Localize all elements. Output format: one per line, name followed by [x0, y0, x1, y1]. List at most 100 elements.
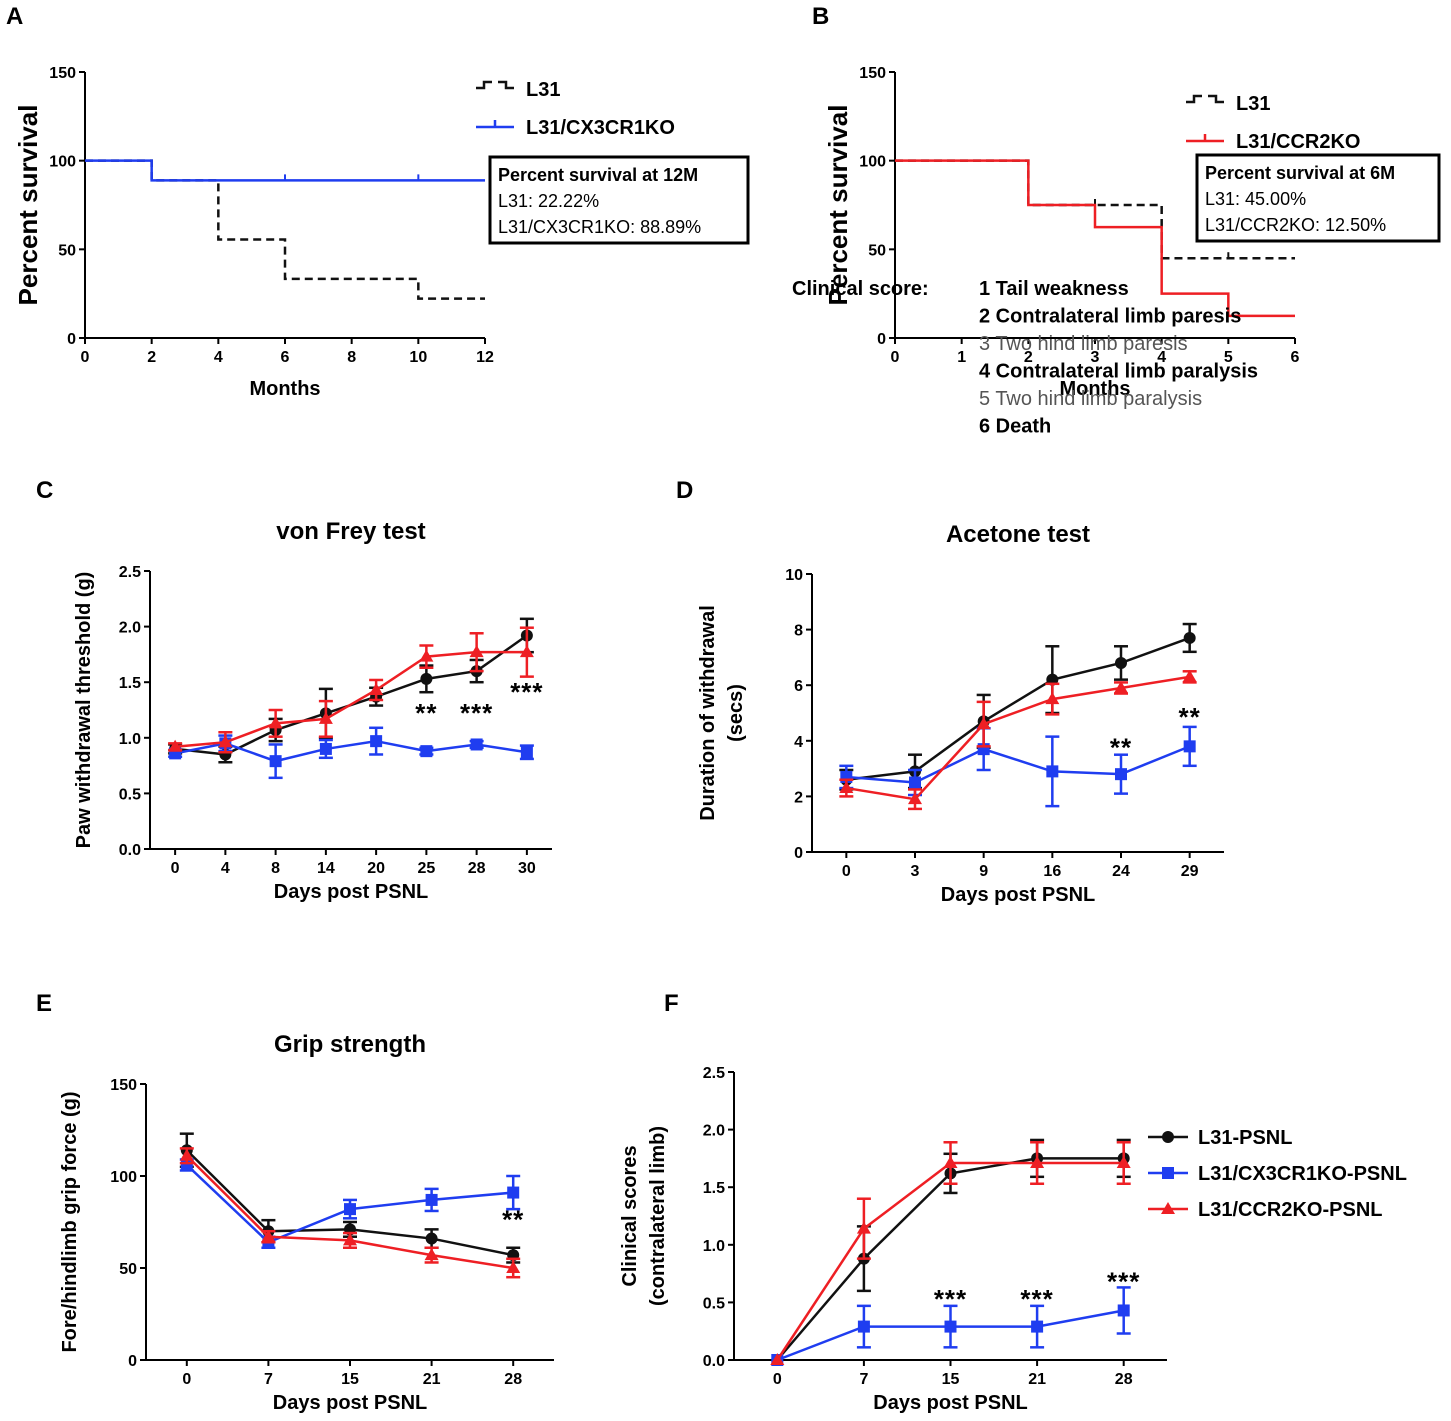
d-series-1-point [1046, 765, 1059, 778]
e-series-2-point [424, 1248, 439, 1261]
e-title: Grip strength [274, 1031, 426, 1058]
d-series-1-point [1183, 740, 1196, 753]
b-y-label: Percent survival [823, 105, 853, 306]
e-series-2-point [261, 1229, 276, 1242]
a-y-tick-label: 50 [58, 242, 76, 259]
c-series-2-line [175, 650, 527, 748]
e-series-1-point [425, 1193, 438, 1206]
f-y-tick-label: 1.0 [703, 1238, 725, 1255]
f-legend-point [1161, 1202, 1175, 1214]
c-x-tick-label: 4 [221, 860, 230, 877]
f-y-tick-label: 2.0 [703, 1123, 725, 1140]
c-series-1-point [520, 746, 533, 759]
e-y-tick-label: 100 [110, 1169, 137, 1186]
d-series-2-point [908, 792, 922, 805]
f-series-2-point [943, 1156, 958, 1169]
d-x-tick-label: 16 [1043, 863, 1061, 880]
clinical-score-item: 4 Contralateral limb paralysis [979, 361, 1258, 383]
panel-label-d: D [676, 477, 693, 504]
e-x-label: Days post PSNL [273, 1392, 427, 1414]
panel-label-f: F [664, 990, 679, 1017]
f-series-1-point [857, 1320, 870, 1333]
c-significance: ** [415, 698, 437, 728]
a-x-tick-label: 0 [81, 349, 90, 366]
f-significance: *** [934, 1284, 967, 1314]
e-x-tick-label: 15 [341, 1371, 359, 1388]
f-legend-label: L31/CX3CR1KO-PSNL [1198, 1163, 1407, 1185]
c-series-1-point [470, 738, 483, 751]
d-y-tick-label: 8 [794, 623, 803, 640]
c-series-2-point [469, 645, 484, 658]
c-significance: *** [510, 677, 543, 707]
f-x-tick-label: 7 [859, 1371, 868, 1388]
panel-label-e: E [36, 990, 52, 1017]
e-series-1-point [344, 1203, 356, 1216]
b-y-tick-label: 150 [859, 65, 886, 82]
e-series-0-point [425, 1232, 438, 1245]
clinical-score-item: 6 Death [979, 416, 1051, 438]
panel-label-c: C [36, 477, 53, 504]
e-significance: ** [502, 1204, 524, 1234]
clinical-score-item: 1 Tail weakness [979, 278, 1129, 300]
c-series-2-point [218, 735, 233, 748]
e-series-1-point [507, 1186, 520, 1199]
e-y-tick-label: 0 [128, 1353, 137, 1370]
c-title: von Frey test [276, 518, 425, 545]
f-x-tick-label: 21 [1028, 1371, 1046, 1388]
c-series-1-point [420, 745, 433, 758]
f-legend-point [1162, 1131, 1174, 1143]
e-x-tick-label: 7 [264, 1371, 273, 1388]
b-x-tick-label: 2 [1024, 349, 1033, 366]
c-significance: *** [460, 698, 493, 728]
f-series-1-point [944, 1320, 957, 1333]
c-series-1-point [269, 755, 282, 768]
a-series-1-line [85, 159, 485, 182]
f-y-tick-label: 2.5 [703, 1065, 725, 1082]
a-legend-label: L31 [526, 79, 560, 101]
c-y-tick-label: 1.5 [119, 675, 141, 692]
c-x-tick-label: 25 [417, 860, 435, 877]
b-x-tick-label: 3 [1091, 349, 1100, 366]
d-y-tick-label: 2 [794, 789, 803, 806]
d-series-1-point [1115, 768, 1127, 781]
a-y-tick-label: 150 [49, 65, 76, 82]
f-y-label: Clinical scores [619, 1145, 641, 1286]
c-x-tick-label: 0 [171, 860, 180, 877]
f-y-tick-label: 0.0 [703, 1353, 725, 1370]
a-x-tick-label: 4 [214, 349, 223, 366]
a-x-tick-label: 6 [281, 349, 290, 366]
e-series-2-point [506, 1261, 521, 1273]
a-series-0-line [85, 159, 485, 300]
e-x-tick-label: 21 [423, 1371, 441, 1388]
a-legend-label: L31/CX3CR1KO [526, 117, 675, 139]
b-y-tick-label: 100 [859, 154, 886, 171]
d-series-0-point [1183, 631, 1196, 644]
c-y-tick-label: 2.0 [119, 620, 141, 637]
e-x-tick-label: 28 [504, 1371, 522, 1388]
e-series-2-point [179, 1148, 194, 1161]
b-y-tick-label: 0 [877, 331, 886, 348]
b-legend-label: L31/CCR2KO [1236, 131, 1360, 153]
grip-strength-chart: 0 50 100 150 0 7 15 21 28 Grip strength Days post … [59, 1031, 554, 1414]
d-series-2-point [839, 781, 854, 794]
clinical-score-item: 5 Two hind limb paralysis [979, 388, 1202, 410]
b-legend-label: L31 [1236, 93, 1270, 115]
f-significance: *** [1107, 1267, 1140, 1297]
c-y-tick-label: 0.0 [119, 842, 141, 859]
e-y-label: Fore/hindlimb grip force (g) [59, 1091, 81, 1352]
c-x-tick-label: 28 [468, 860, 486, 877]
a-y-tick-label: 0 [67, 331, 76, 348]
a-legend-swatch [476, 120, 514, 129]
a-legend-swatch [476, 80, 514, 90]
a-stats-line: L31: 22.22% [498, 191, 599, 211]
d-series-2-point [1114, 680, 1128, 693]
f-legend-label: L31-PSNL [1198, 1127, 1292, 1149]
c-x-tick-label: 30 [518, 860, 536, 877]
a-y-label: Percent survival [13, 105, 43, 306]
d-x-label: Days post PSNL [941, 884, 1095, 906]
c-y-label: Paw withdrawal threshold (g) [73, 572, 95, 849]
f-y-label: (contralateral limb) [647, 1126, 669, 1306]
a-stats-title: Percent survival at 12M [498, 165, 698, 185]
